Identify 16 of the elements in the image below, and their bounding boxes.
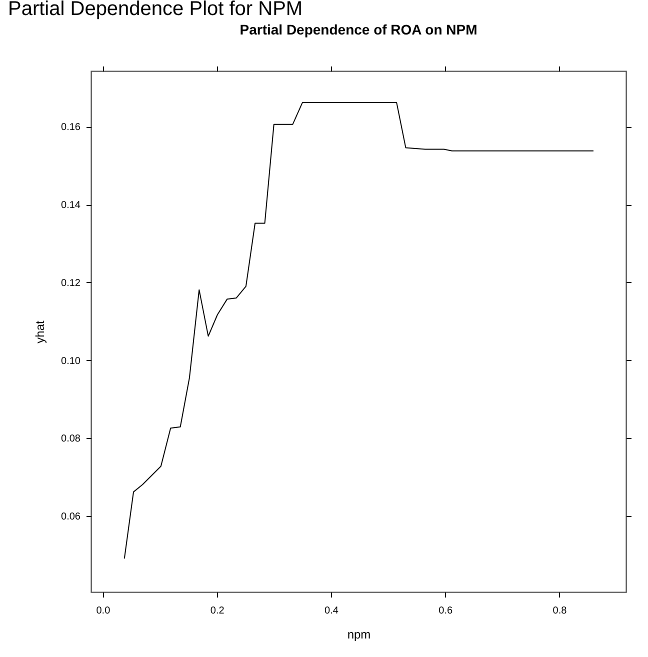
y-tick-label: 0.14	[61, 200, 81, 212]
y-tick-label: 0.08	[61, 434, 81, 445]
x-axis-title: npm	[347, 628, 371, 642]
y-tick-label: 0.06	[61, 512, 81, 523]
y-tick-label: 0.16	[61, 122, 81, 134]
x-tick-label: 0.0	[96, 606, 111, 616]
x-tick-label: 0.6	[438, 606, 453, 616]
y-tick-label: 0.12	[61, 278, 81, 289]
chart-title: Partial Dependence of ROA on NPM	[240, 22, 478, 38]
y-tick-label: 0.10	[61, 356, 81, 367]
y-axis-title: yhat	[33, 320, 48, 344]
line-series	[124, 102, 594, 560]
x-tick-label: 0.8	[552, 606, 568, 616]
x-tick-label: 0.2	[210, 606, 225, 616]
text: Partial Dependence Plot for NPM	[8, 0, 303, 20]
x-tick-label: 0.4	[324, 606, 339, 616]
